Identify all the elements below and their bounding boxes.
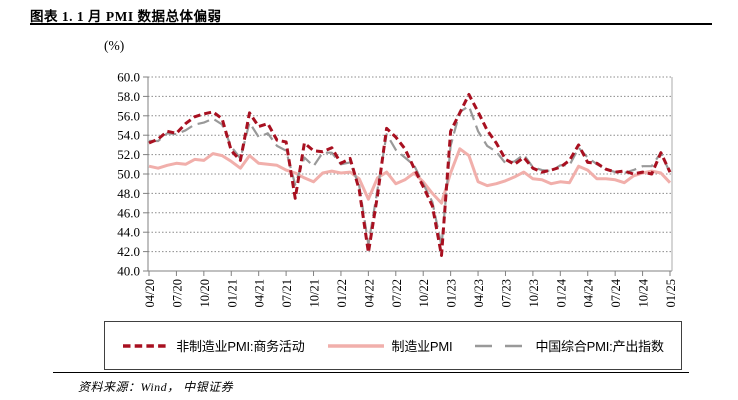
legend-item-non-mfg-pmi: 非制造业PMI:商务活动 (122, 336, 305, 355)
x-tick-label: 07/22 (390, 279, 404, 307)
x-tick-label: 07/24 (609, 278, 623, 307)
page-title: 图表 1. 1 月 PMI 数据总体偏弱 (30, 9, 222, 24)
y-tick-label: 46.0 (117, 205, 140, 220)
x-tick-label: 01/21 (225, 279, 239, 307)
y-tick-label: 52.0 (117, 147, 140, 162)
x-tick-label: 10/20 (198, 279, 212, 307)
x-tick-label: 07/23 (499, 279, 513, 307)
legend-item-composite-pmi: 中国综合PMI:产出指数 (474, 336, 664, 355)
chart-legend: 非制造业PMI:商务活动 制造业PMI 中国综合PMI:产出指数 (104, 321, 682, 370)
x-tick-label: 04/21 (253, 279, 267, 307)
title-underline (30, 23, 712, 25)
y-tick-label: 40.0 (117, 264, 140, 279)
x-tick-label: 01/24 (554, 278, 568, 307)
source-divider (53, 372, 689, 373)
legend-sample-solid (327, 343, 384, 348)
legend-sample-long-dash (475, 344, 528, 347)
y-tick-label: 58.0 (117, 89, 140, 104)
x-tick-label: 01/25 (664, 279, 678, 307)
y-tick-label: 56.0 (117, 108, 140, 123)
legend-item-mfg-pmi: 制造业PMI (327, 336, 453, 355)
series-line-non-mfg-pmi (148, 93, 672, 257)
x-tick-label: 07/21 (280, 279, 294, 307)
source-note: 资料来源：Wind， 中银证券 (78, 380, 234, 394)
x-tick-label: 04/24 (582, 278, 596, 307)
legend-label: 非制造业PMI:商务活动 (176, 339, 305, 354)
y-tick-label: 50.0 (117, 167, 140, 182)
y-tick-label: 60.0 (117, 70, 140, 85)
legend-label: 制造业PMI (391, 339, 453, 354)
y-tick-label: 48.0 (117, 186, 140, 201)
x-tick-label: 10/23 (527, 279, 541, 307)
x-tick-label: 04/23 (472, 279, 486, 307)
y-tick-label: 42.0 (117, 244, 140, 259)
x-tick-label: 01/22 (335, 279, 349, 307)
x-tick-label: 10/21 (308, 279, 322, 307)
series-line-mfg-pmi (148, 147, 672, 205)
x-tick-label: 04/22 (362, 279, 376, 307)
x-tick-label: 07/20 (170, 279, 184, 307)
x-tick-label: 04/20 (143, 279, 157, 307)
x-tick-label: 01/23 (445, 279, 459, 307)
y-axis-unit-label: (%) (104, 38, 125, 53)
y-tick-label: 54.0 (117, 128, 140, 143)
legend-label: 中国综合PMI:产出指数 (535, 339, 664, 354)
legend-sample-short-dash (123, 343, 169, 348)
x-tick-label: 10/22 (417, 279, 431, 307)
y-tick-label: 44.0 (117, 225, 140, 240)
x-tick-label: 10/24 (637, 278, 651, 307)
